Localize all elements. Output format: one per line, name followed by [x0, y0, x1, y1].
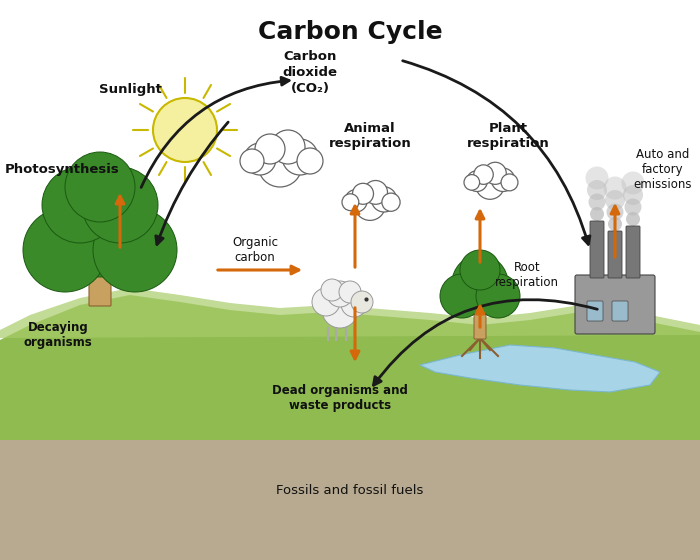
Circle shape [153, 98, 217, 162]
Circle shape [460, 250, 500, 290]
Circle shape [48, 173, 152, 277]
Circle shape [474, 165, 494, 184]
Text: Carbon
dioxide
(CO₂): Carbon dioxide (CO₂) [283, 50, 337, 95]
Circle shape [327, 281, 353, 307]
Circle shape [476, 171, 504, 199]
Circle shape [608, 217, 622, 231]
Circle shape [297, 148, 323, 174]
Circle shape [353, 183, 374, 204]
Circle shape [452, 255, 508, 311]
Circle shape [590, 207, 604, 221]
Circle shape [23, 208, 107, 292]
Polygon shape [0, 288, 700, 338]
Text: Fossils and fossil fuels: Fossils and fossil fuels [276, 483, 424, 497]
FancyBboxPatch shape [608, 231, 622, 278]
Circle shape [623, 185, 643, 205]
Circle shape [42, 167, 118, 243]
FancyBboxPatch shape [474, 297, 486, 339]
Circle shape [341, 291, 367, 317]
FancyBboxPatch shape [612, 301, 628, 321]
Circle shape [626, 212, 640, 226]
Circle shape [606, 203, 624, 221]
Circle shape [322, 292, 358, 328]
FancyBboxPatch shape [626, 226, 640, 278]
Text: Animal
respiration: Animal respiration [328, 122, 412, 150]
Circle shape [82, 167, 158, 243]
Circle shape [464, 175, 480, 190]
Text: Organic
carbon: Organic carbon [232, 236, 278, 264]
Text: Sunlight: Sunlight [99, 83, 162, 96]
Circle shape [467, 171, 487, 192]
FancyBboxPatch shape [89, 234, 111, 306]
Circle shape [312, 288, 340, 316]
Circle shape [271, 130, 305, 164]
Circle shape [585, 166, 608, 189]
Circle shape [321, 279, 343, 301]
Circle shape [605, 190, 625, 210]
Text: Dead organisms and
waste products: Dead organisms and waste products [272, 384, 408, 412]
Polygon shape [0, 440, 700, 560]
Circle shape [589, 194, 606, 211]
Circle shape [624, 198, 641, 216]
FancyBboxPatch shape [590, 221, 604, 278]
Circle shape [65, 152, 135, 222]
FancyBboxPatch shape [575, 275, 655, 334]
Circle shape [282, 139, 318, 175]
Circle shape [484, 162, 506, 184]
Circle shape [345, 190, 368, 212]
Circle shape [339, 281, 361, 303]
Text: Carbon Cycle: Carbon Cycle [258, 20, 442, 44]
Polygon shape [0, 295, 700, 440]
Polygon shape [420, 345, 660, 392]
Circle shape [603, 176, 626, 199]
Circle shape [255, 134, 285, 164]
Text: Photosynthesis: Photosynthesis [5, 164, 120, 176]
Circle shape [622, 171, 645, 194]
Circle shape [476, 274, 520, 318]
Circle shape [587, 180, 607, 200]
Text: Root
respiration: Root respiration [495, 261, 559, 289]
Circle shape [382, 193, 400, 211]
Text: Auto and
factory
emissions: Auto and factory emissions [634, 148, 692, 192]
Circle shape [364, 180, 388, 204]
Circle shape [93, 208, 177, 292]
FancyBboxPatch shape [587, 301, 603, 321]
Circle shape [351, 291, 373, 313]
Circle shape [258, 143, 302, 187]
Text: Plant
respiration: Plant respiration [467, 122, 550, 150]
Text: Decaying
organisms: Decaying organisms [24, 321, 92, 349]
Circle shape [244, 143, 276, 175]
Circle shape [491, 168, 514, 192]
Circle shape [372, 187, 397, 212]
Circle shape [342, 194, 359, 211]
Circle shape [501, 174, 518, 191]
Circle shape [240, 149, 264, 173]
Circle shape [440, 274, 484, 318]
Circle shape [355, 190, 386, 221]
